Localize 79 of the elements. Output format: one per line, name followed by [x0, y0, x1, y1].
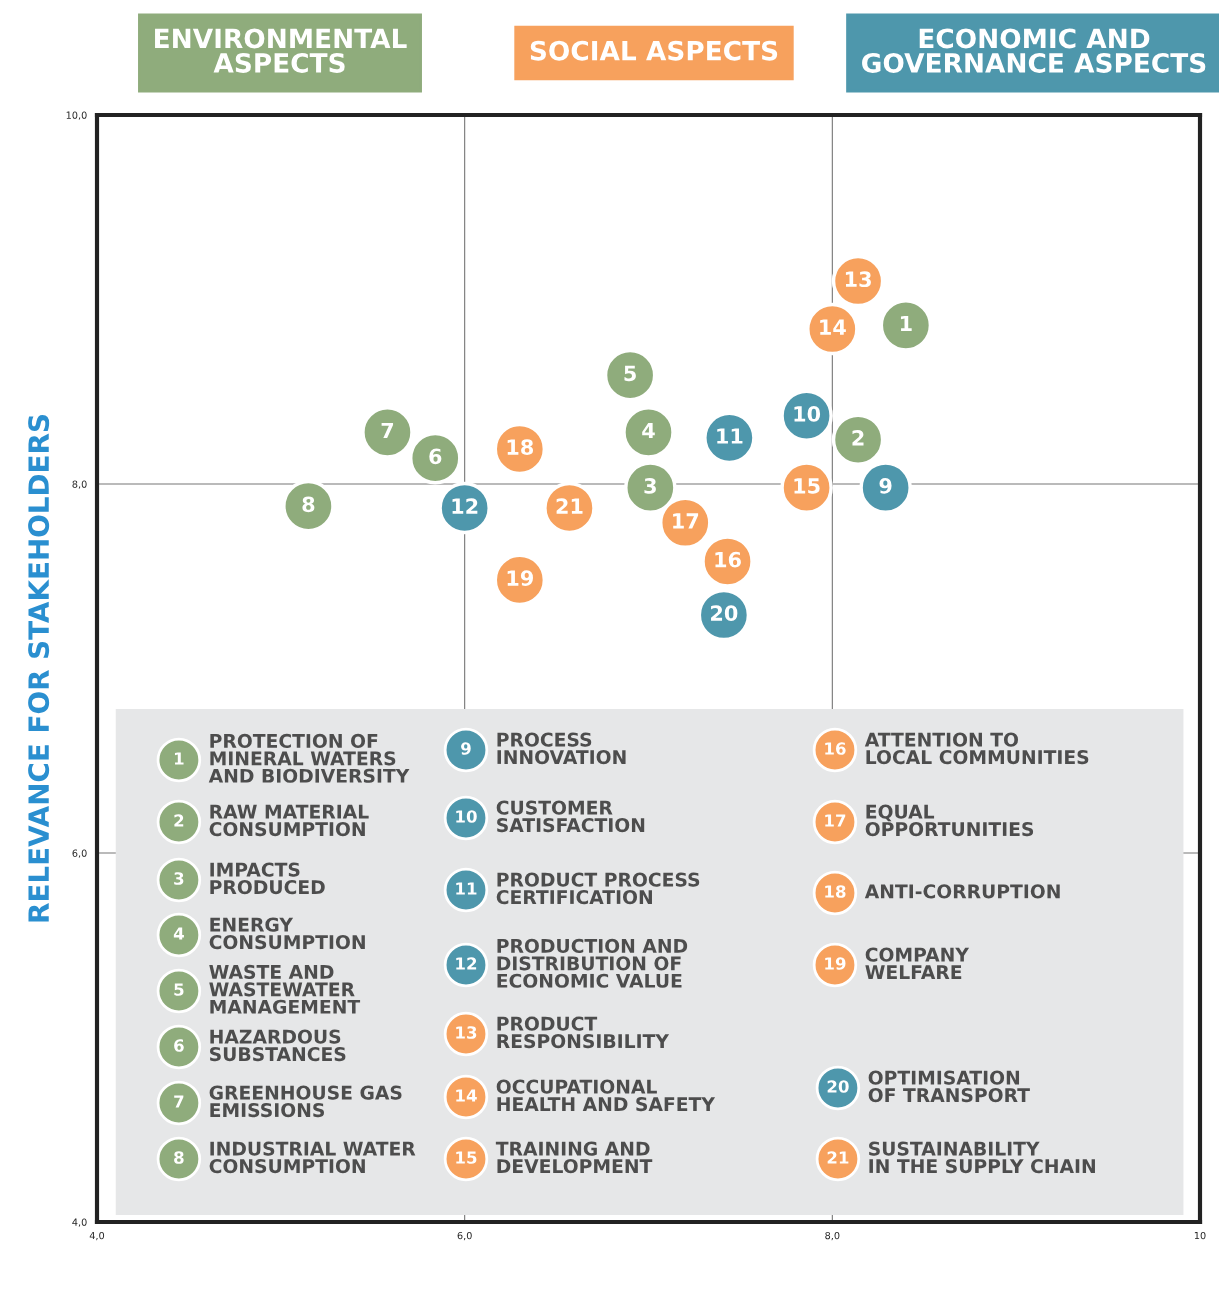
- text: 3: [174, 872, 184, 885]
- text: 17: [825, 814, 846, 827]
- annotation: ANTI-CORRUPTION: [864, 884, 1060, 899]
- text: 8: [174, 1151, 184, 1164]
- annotation: 16: [715, 551, 741, 568]
- annotation: HAZARDOUS SUBSTANCES: [210, 1029, 346, 1062]
- point: [622, 406, 675, 459]
- annotation: PROTECTION OF MINERAL WATERS AND BIODIVERSITY: [208, 733, 410, 783]
- text: 20: [827, 1080, 849, 1093]
- annotation: ATTENTION TO LOCAL COMMUNITIES: [864, 732, 1089, 765]
- annotation: 15: [794, 478, 820, 494]
- text: 4: [173, 927, 184, 940]
- point: [361, 406, 414, 459]
- text: 1: [174, 752, 184, 765]
- annotation: EQUAL OPPORTUNITIES: [865, 804, 1034, 837]
- annotation: 2: [852, 430, 864, 446]
- y-tick-label: 6,0: [72, 849, 87, 858]
- annotation: PROCESS INNOVATION: [497, 732, 626, 765]
- annotation: 9: [879, 478, 892, 494]
- annotation: 8: [302, 496, 315, 513]
- annotation: TRAINING AND DEVELOPMENT: [495, 1141, 653, 1174]
- annotation: 17: [673, 513, 699, 529]
- text: 12: [456, 957, 477, 970]
- annotation: OPTIMISATION OF TRANSPORT: [868, 1070, 1030, 1103]
- x-tick-label: 4,0: [89, 1231, 105, 1241]
- annotation: 20: [711, 605, 738, 622]
- annotation: 10: [794, 406, 821, 422]
- annotation: OCCUPATIONAL HEALTH AND SAFETY: [496, 1079, 716, 1112]
- annotation: PRODUCT PROCESS CERTIFICATION: [496, 872, 700, 905]
- x-tick-label: 10: [1194, 1231, 1206, 1240]
- x-tick-label: 8,0: [825, 1231, 840, 1241]
- text: 18: [825, 885, 846, 898]
- annotation: 13: [845, 271, 871, 288]
- annotation: INDUSTRIAL WATER CONSUMPTION: [209, 1141, 416, 1174]
- annotation: 11: [717, 428, 743, 444]
- annotation: 6: [429, 448, 442, 465]
- text: 6: [174, 1039, 184, 1052]
- text: ENVIRONMENTAL ASPECTS: [155, 28, 407, 73]
- x-tick-label: 6,0: [457, 1231, 472, 1241]
- annotation: IMPACTS PRODUCED: [210, 862, 325, 895]
- annotation: 21: [556, 498, 583, 514]
- text: 19: [825, 957, 846, 970]
- y-tick-label: 10,0: [66, 111, 87, 120]
- annotation: PRODUCTION AND DISTRIBUTION OF ECONOMIC VALUE: [497, 938, 688, 988]
- annotation: CUSTOMER SATISFACTION: [496, 800, 645, 833]
- annotation: ENERGY CONSUMPTION: [209, 917, 365, 950]
- text: SOCIAL ASPECTS: [530, 40, 778, 61]
- annotation: 4: [642, 422, 655, 439]
- annotation: 7: [381, 422, 394, 439]
- text: 5: [174, 983, 184, 996]
- text: 11: [456, 882, 477, 895]
- annotation: WASTE AND WASTEWATER MANAGEMENT: [209, 964, 361, 1014]
- annotation: 3: [644, 477, 656, 494]
- text: 7: [174, 1095, 184, 1108]
- text: 13: [456, 1026, 477, 1039]
- annotation: GREENHOUSE GAS EMISSIONS: [209, 1085, 402, 1118]
- point: [624, 461, 677, 514]
- y-tick-label: 8,0: [72, 480, 87, 489]
- annotation: PRODUCT RESPONSIBILITY: [497, 1016, 670, 1049]
- text: 21: [827, 1151, 849, 1164]
- annotation: 18: [507, 439, 534, 455]
- text: 15: [456, 1151, 477, 1164]
- annotation: 14: [820, 319, 846, 335]
- annotation: SUSTAINABILITY IN THE SUPPLY CHAIN: [869, 1141, 1095, 1174]
- y-tick-label: 4,0: [72, 1218, 87, 1227]
- annotation: RAW MATERIAL CONSUMPTION: [209, 804, 369, 837]
- text: 14: [456, 1089, 477, 1102]
- annotation: 19: [507, 570, 533, 586]
- y-axis-title: RELEVANCE FOR STAKEHOLDERS: [28, 415, 50, 922]
- text: ECONOMIC AND GOVERNANCE ASPECTS: [862, 28, 1206, 73]
- text: 9: [461, 742, 471, 755]
- annotation: COMPANY WELFARE: [865, 947, 970, 979]
- annotation: 5: [624, 365, 636, 382]
- text: 10: [456, 810, 477, 823]
- text: 2: [174, 814, 184, 827]
- point: [859, 461, 912, 514]
- text: 16: [825, 742, 846, 755]
- annotation: 1: [900, 315, 912, 332]
- annotation: 12: [452, 498, 478, 514]
